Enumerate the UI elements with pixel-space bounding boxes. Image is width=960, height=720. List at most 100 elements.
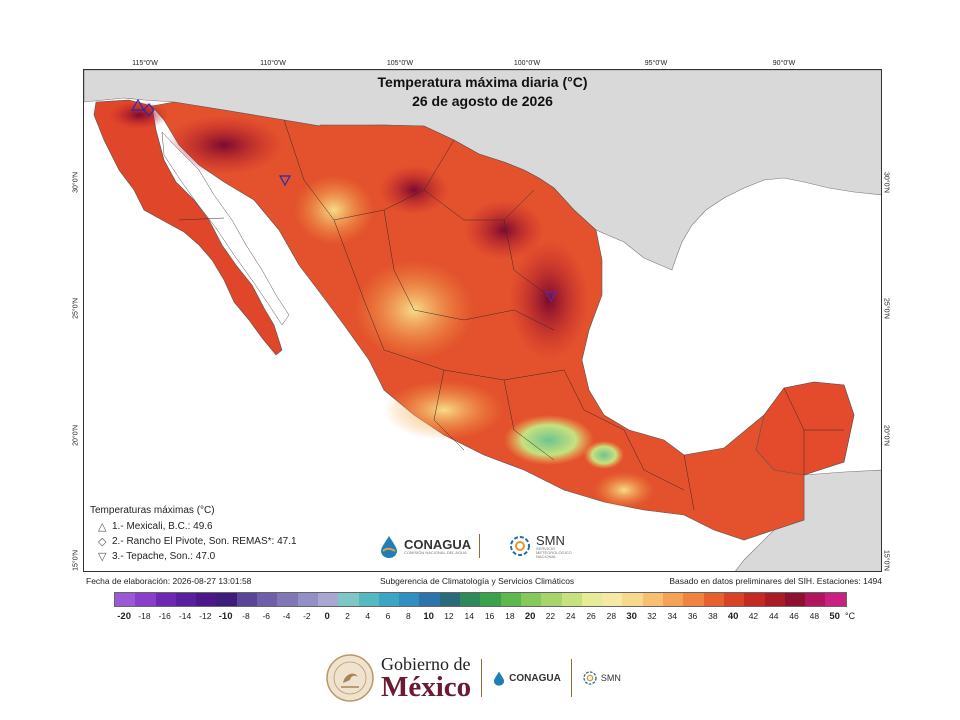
colorbar-tick-label: -14	[178, 611, 192, 621]
colorbar-tick-label: -12	[199, 611, 212, 621]
colorbar-tick-label: 36	[687, 611, 698, 621]
lat-label-20n-left: 20°0'N	[72, 425, 80, 446]
branding-smn: SMN	[582, 670, 621, 686]
station-tepache-marker	[278, 175, 292, 187]
colorbar-tick-label: 32	[647, 611, 657, 621]
colorbar-tick-label: 42	[748, 611, 759, 621]
hot-coahuila	[464, 200, 544, 260]
colorbar-cell	[703, 593, 724, 606]
colorbar-tick-label: 30	[626, 611, 637, 622]
colorbar-tick-label: 12	[444, 611, 454, 621]
hot-tamaulipas	[509, 240, 589, 360]
stations-legend-text-2: 2.- Rancho El Pivote, Son. REMAS*: 47.1	[112, 536, 297, 547]
branding-smn-text: SMN	[600, 673, 621, 683]
cool-sierra	[294, 175, 374, 245]
colorbar-tick-label: -8	[242, 611, 250, 621]
lat-label-25n-left: 25°0'N	[72, 298, 80, 319]
colorbar-cell	[175, 593, 197, 606]
colorbar-cell	[642, 593, 664, 606]
colorbar-cell	[663, 593, 684, 606]
logo-separator	[479, 534, 481, 558]
hot-sonora	[164, 115, 284, 175]
conagua-logo-text: CONAGUA	[404, 536, 472, 552]
colorbar-tick-label: 16	[484, 611, 495, 621]
colorbar-tick-label: 50	[829, 611, 840, 622]
branding-bar: Gobierno de México CONAGUA SMN	[325, 650, 645, 706]
colorbar-cell	[723, 593, 745, 606]
state-boundaries	[178, 119, 844, 511]
colorbar-tick-label: 48	[809, 611, 820, 621]
colorbar-cell	[317, 593, 339, 606]
colorbar-cell	[135, 593, 156, 606]
colorbar-cell	[358, 593, 379, 606]
green-central	[504, 415, 594, 465]
colorbar-tick-label: 10	[423, 611, 434, 622]
branding-separator-2	[570, 659, 572, 697]
coat-of-arms-icon	[326, 654, 374, 702]
colorbar-cell	[764, 593, 785, 606]
colorbar-tick-label: 34	[667, 611, 677, 621]
colorbar-tick-label: -18	[138, 611, 151, 621]
colorbar-cell	[500, 593, 521, 606]
green-puebla	[584, 441, 624, 469]
colorbar-tick-label: 28	[606, 611, 617, 621]
colorbar-tick-label: 46	[789, 611, 799, 621]
baja-california	[93, 99, 283, 356]
triangle-up-icon: △	[98, 521, 107, 533]
cool-south	[384, 380, 504, 440]
map-canvas	[84, 70, 881, 571]
colorbar-cell	[419, 593, 440, 606]
data-source-text: Basado en datos preliminares del SIH. Es…	[669, 576, 882, 586]
colorbar-cell	[439, 593, 461, 606]
colorbar-cell	[236, 593, 258, 606]
lat-label-15n-right: 15°0'N	[882, 550, 890, 571]
colorbar-tick-label: -10	[218, 611, 233, 622]
colorbar-tick-label: -2	[303, 611, 311, 621]
station-extra-marker	[544, 291, 558, 303]
colorbar-cell	[277, 593, 298, 606]
lat-label-30n-right: 30°0'N	[882, 172, 890, 193]
lon-label-110w: 110°0'W	[260, 60, 286, 67]
colorbar-tick-label: 8	[405, 611, 411, 621]
colorbar-tick-label: -4	[282, 611, 291, 621]
yucatan-peninsula	[755, 381, 855, 476]
stations-legend: Temperaturas máximas (°C) △ 1.- Mexicali…	[90, 505, 297, 564]
stations-legend-item-3: ▽ 3.- Tepache, Son.: 47.0	[90, 549, 297, 564]
gobierno-mexico-logo: Gobierno de México	[381, 655, 471, 702]
colorbar-cell	[297, 593, 318, 606]
gobierno-line1: Gobierno de	[381, 653, 471, 674]
subgerencia-text: Subgerencia de Climatología y Servicios …	[380, 576, 575, 586]
colorbar-tick-label: -6	[262, 611, 271, 621]
colorbar-cell	[561, 593, 582, 606]
lon-label-105w: 105°0'W	[386, 60, 414, 67]
map-date: 26 de agosto de 2026	[412, 93, 553, 109]
colorbar-cell	[520, 593, 542, 606]
lat-label-20n-right: 20°0'N	[882, 425, 890, 446]
colorbar-tick-label: 0	[324, 611, 330, 622]
colorbar-cell	[216, 593, 237, 606]
smn-logo-text: SMN	[536, 532, 565, 548]
diamond-icon: ◇	[98, 536, 107, 548]
colorbar-cell	[378, 593, 400, 606]
colorbar-cell	[460, 593, 481, 606]
colorbar-cell	[581, 593, 603, 606]
colorbar-cell	[805, 593, 826, 606]
colorbar-cell	[115, 593, 136, 606]
temperature-map	[83, 69, 882, 572]
stations-legend-item-1: △ 1.- Mexicali, B.C.: 49.6	[90, 519, 297, 534]
conagua-logo-subtext: COMISIÓN NACIONAL DEL AGUA	[404, 549, 467, 555]
station-rancho-el-pivote-marker	[143, 103, 155, 117]
hot-mexicali	[109, 101, 169, 129]
smn-logo: SMN SERVICIO METEOROLÓGICO NACIONAL	[508, 531, 588, 561]
lat-label-15n-left: 15°0'N	[72, 550, 80, 571]
colorbar-tick-label: 24	[566, 611, 576, 621]
colorbar-cell	[622, 593, 643, 606]
colorbar-tick-label: -20	[117, 611, 132, 622]
spiral-small-icon	[583, 671, 597, 685]
colorbar-tick-label: 2	[345, 611, 350, 621]
cool-oaxaca	[594, 472, 654, 508]
triangle-down-icon: ▽	[98, 551, 107, 563]
water-drop-small-icon	[494, 671, 505, 686]
colorbar-cell	[399, 593, 420, 606]
colorbar-tick-label: 18	[505, 611, 515, 621]
